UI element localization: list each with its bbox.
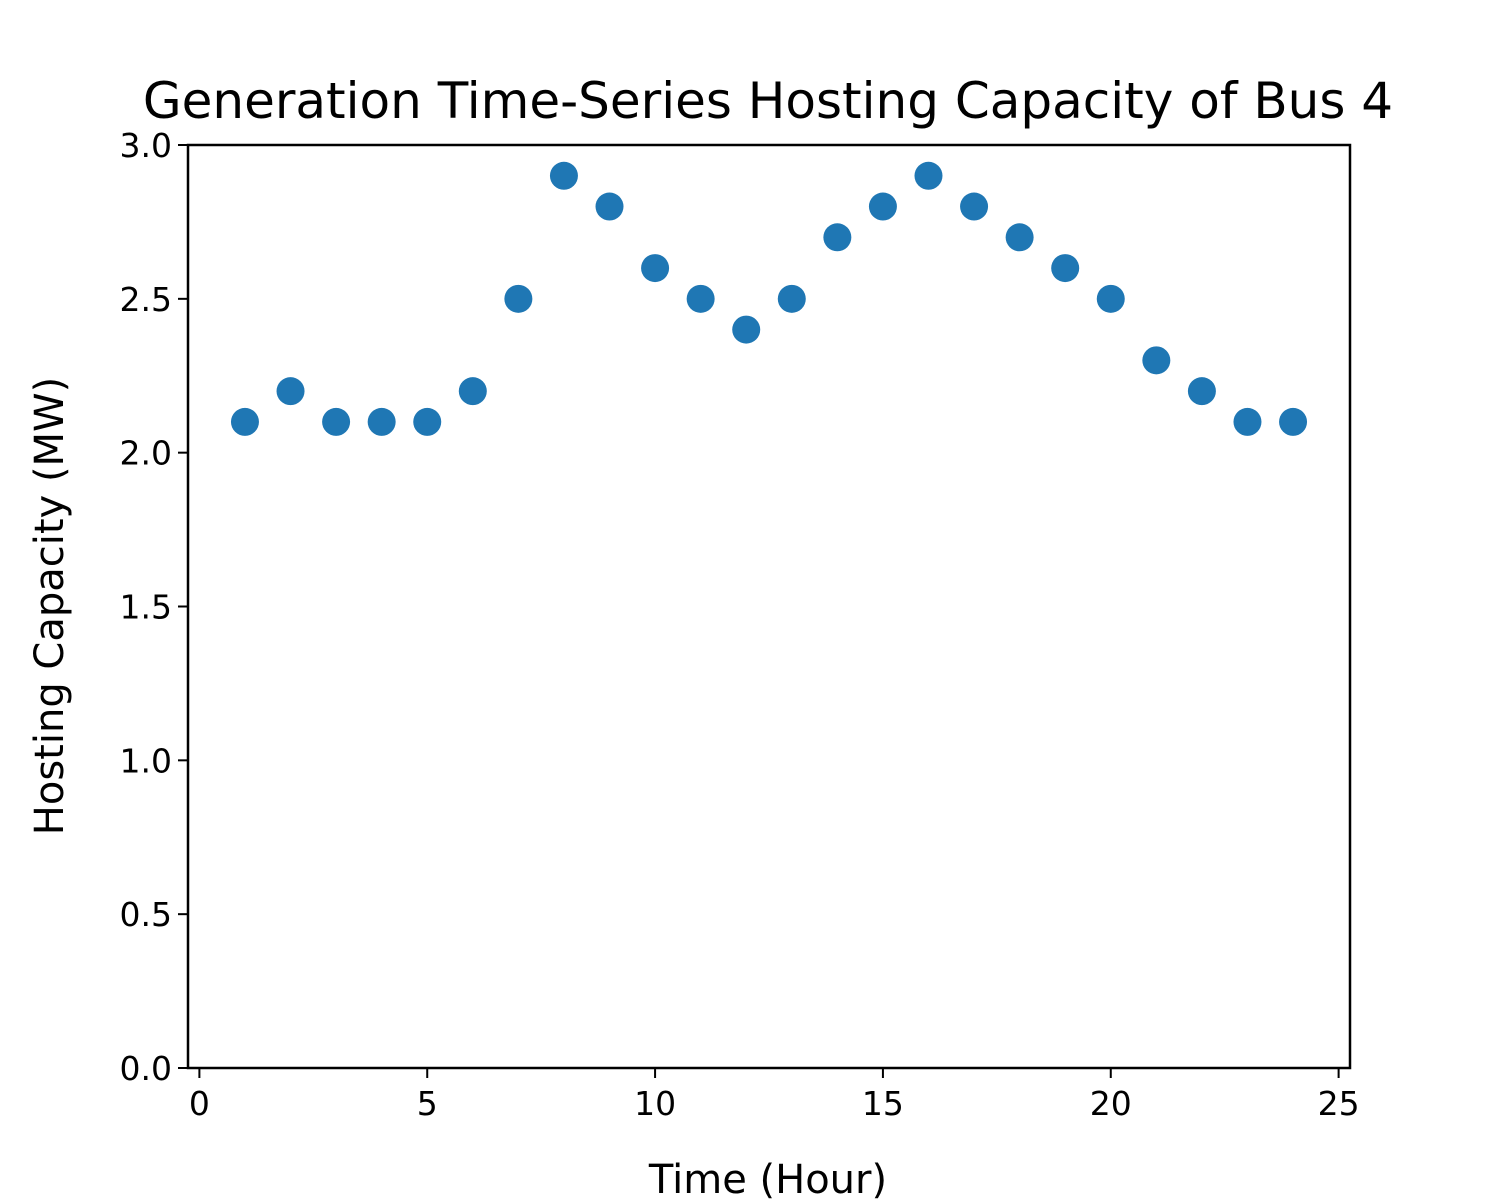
data-point <box>1233 407 1262 436</box>
x-tick-label: 5 <box>417 1084 438 1123</box>
data-point <box>276 377 305 406</box>
data-point <box>322 407 351 436</box>
data-point <box>686 284 715 313</box>
data-point <box>732 315 761 344</box>
data-point <box>1142 346 1171 375</box>
x-axis-label: Time (Hour) <box>648 1157 887 1200</box>
data-point <box>960 192 989 221</box>
x-tick-label: 25 <box>1318 1084 1360 1123</box>
y-tick-label: 1.5 <box>120 588 172 627</box>
data-point <box>868 192 897 221</box>
data-point <box>549 161 578 190</box>
data-point <box>1051 254 1080 283</box>
data-point <box>1187 377 1216 406</box>
y-tick-label: 0.5 <box>120 895 172 934</box>
plot-area-frame <box>186 143 1352 1070</box>
data-point <box>1096 284 1125 313</box>
data-point <box>458 377 487 406</box>
y-tick-label: 1.0 <box>120 741 172 780</box>
data-point <box>641 254 670 283</box>
data-point <box>823 223 852 252</box>
data-point <box>230 407 259 436</box>
data-point <box>777 284 806 313</box>
x-axis: 0 5 10 15 20 25 <box>189 1068 1360 1123</box>
data-point <box>595 192 624 221</box>
data-point <box>1005 223 1034 252</box>
data-point <box>413 407 442 436</box>
data-point <box>914 161 943 190</box>
x-tick-label: 0 <box>189 1084 210 1123</box>
chart-title: Generation Time-Series Hosting Capacity … <box>143 72 1393 130</box>
y-axis-label: Hosting Capacity (MW) <box>27 377 73 835</box>
y-tick-label: 3.0 <box>120 126 172 165</box>
y-axis: 0.0 0.5 1.0 1.5 2.0 2.5 3.0 <box>120 126 188 1088</box>
scatter-series <box>230 161 1308 436</box>
data-point <box>1279 407 1308 436</box>
data-point <box>367 407 396 436</box>
x-tick-label: 15 <box>862 1084 904 1123</box>
y-tick-label: 2.5 <box>120 280 172 319</box>
data-point <box>504 284 533 313</box>
x-tick-label: 10 <box>634 1084 676 1123</box>
y-tick-label: 2.0 <box>120 434 172 473</box>
y-tick-label: 0.0 <box>120 1049 172 1088</box>
x-tick-label: 20 <box>1090 1084 1132 1123</box>
